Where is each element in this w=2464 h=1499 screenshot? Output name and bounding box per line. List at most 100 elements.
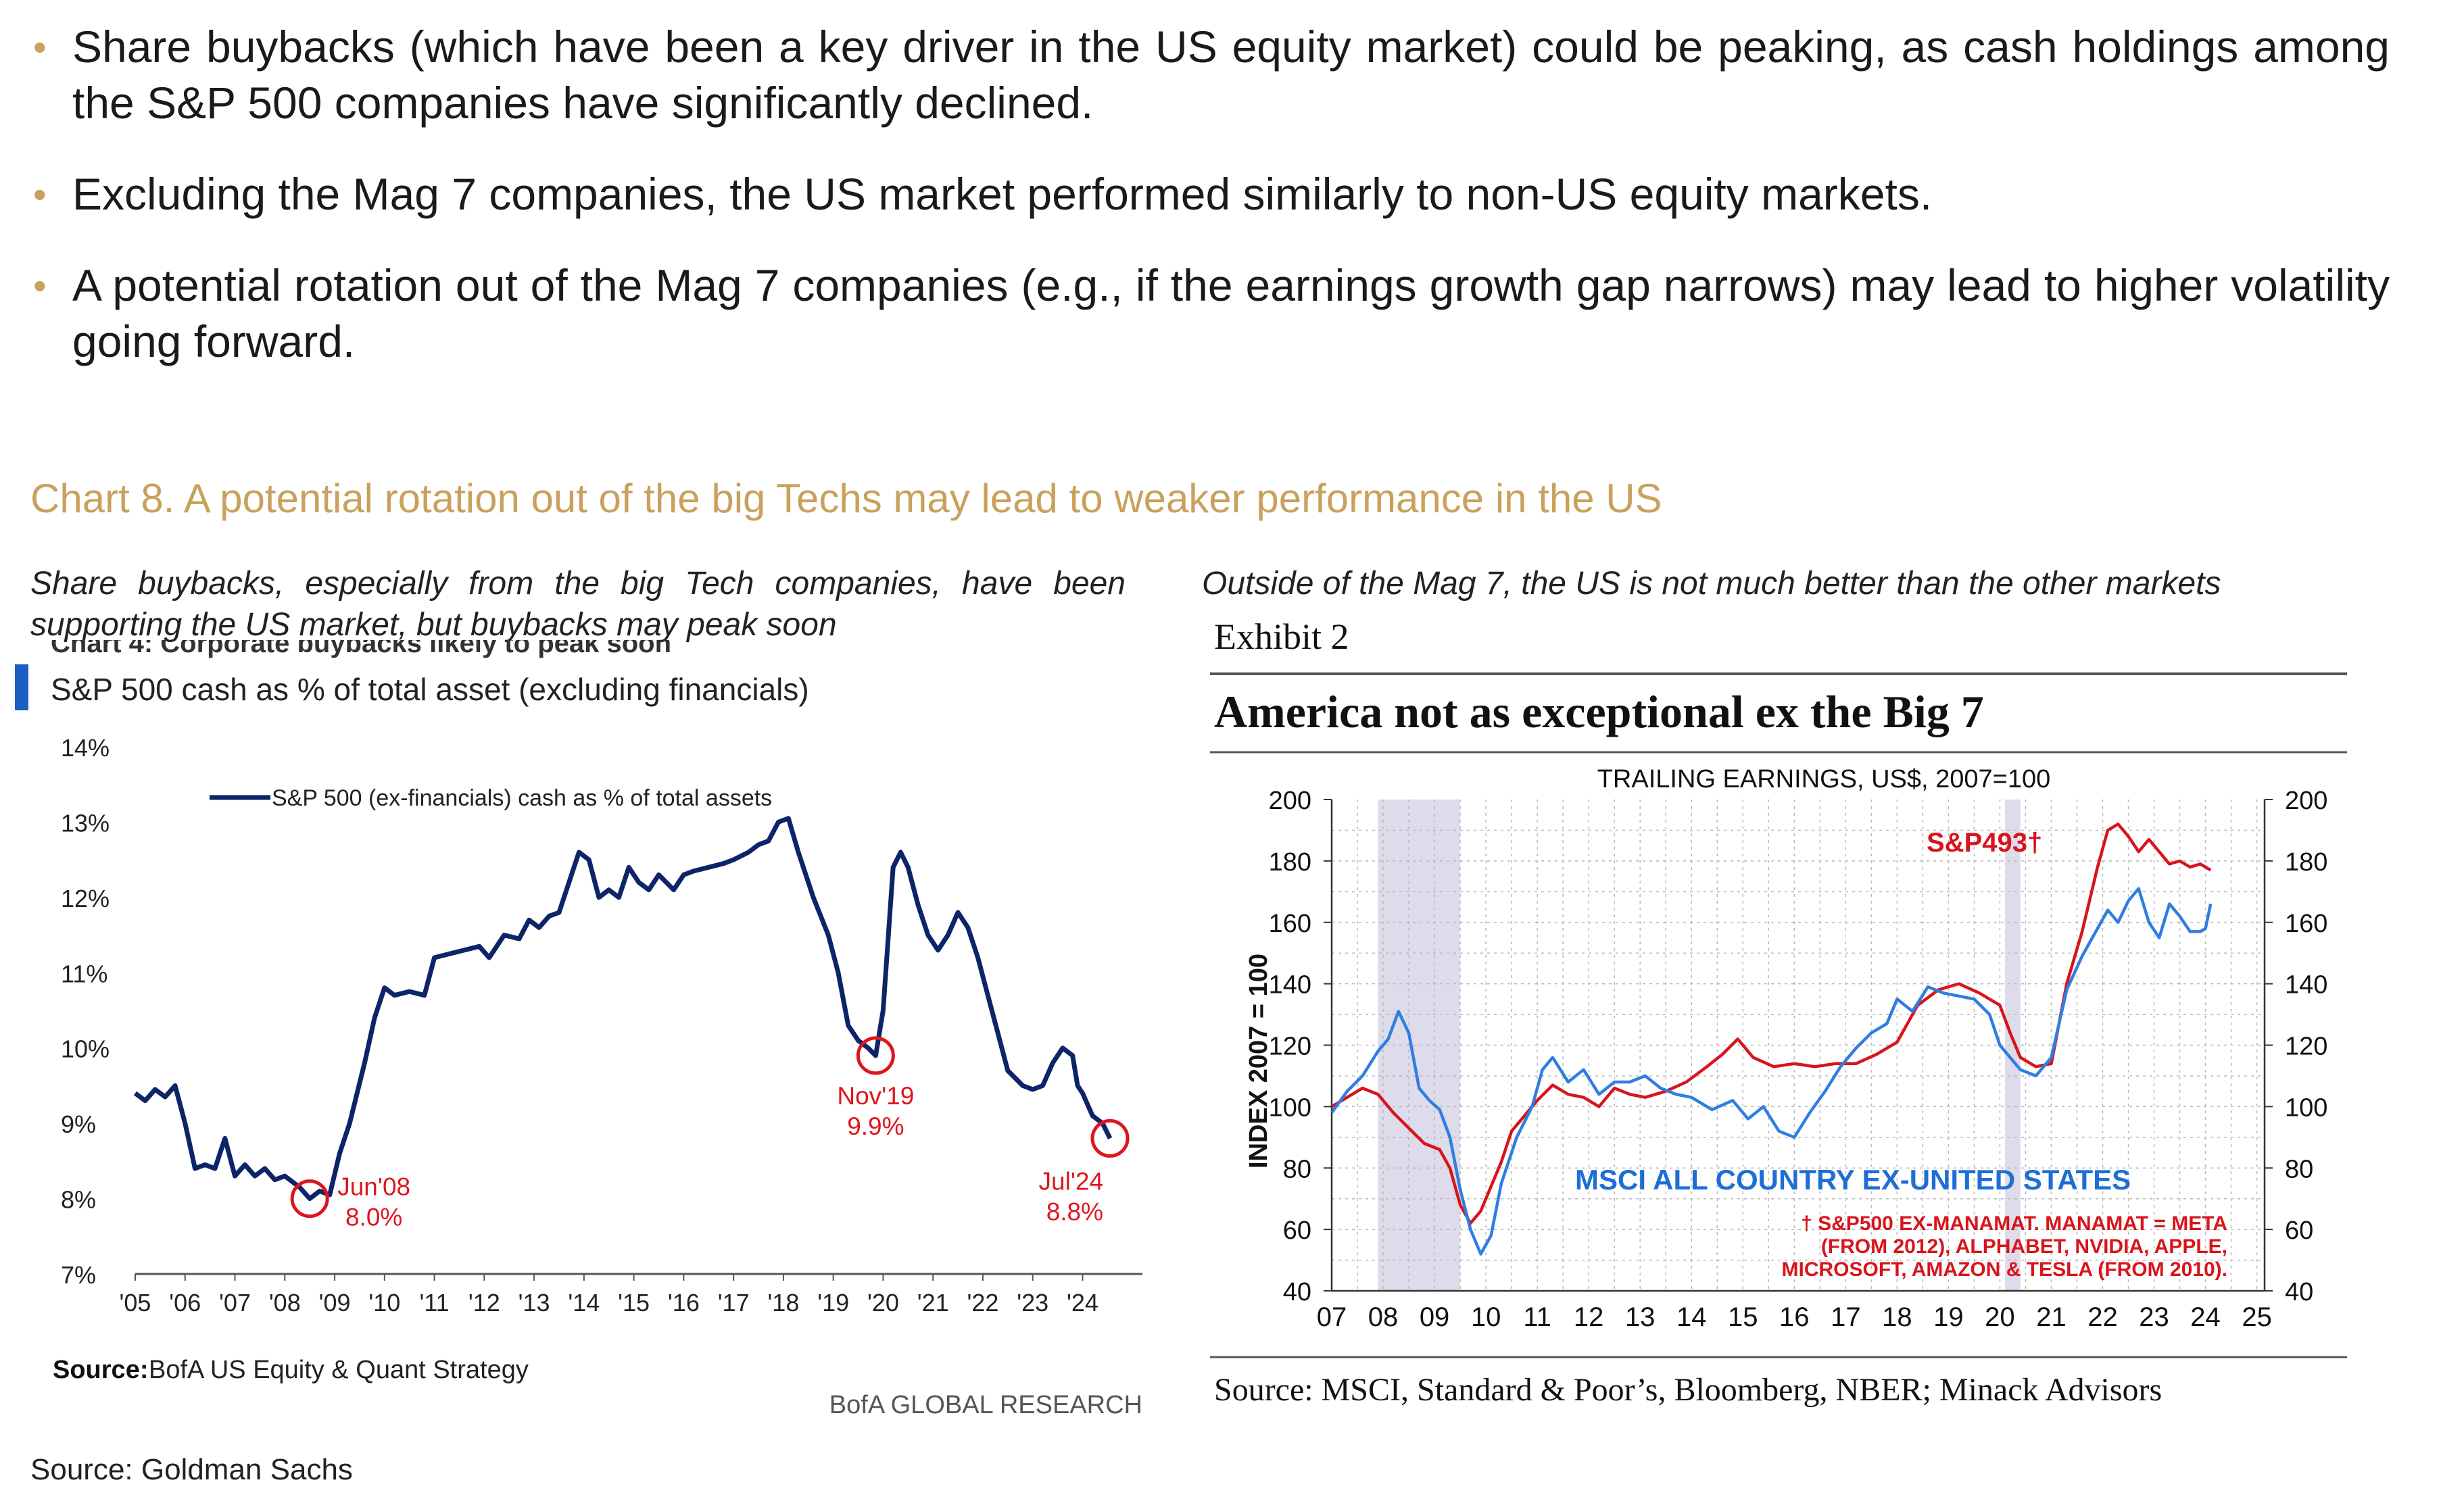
x-tick-label: 24 [2190, 1302, 2221, 1332]
x-tick-label: 11 [1523, 1302, 1551, 1332]
right-y-tick-label: 140 [2285, 971, 2327, 1000]
x-tick-label: '17 [718, 1289, 750, 1317]
bullet-text: Excluding the Mag 7 companies, the US ma… [72, 169, 1933, 219]
page-source: Source: Goldman Sachs [30, 1453, 353, 1486]
bullet-item: • Excluding the Mag 7 companies, the US … [30, 166, 2390, 222]
right-y-tick-label: 160 [2285, 910, 2327, 938]
bullet-item: • Share buybacks (which have been a key … [30, 19, 2390, 131]
annotation-label: 8.8% [1046, 1198, 1103, 1225]
annotation-label: Nov'19 [837, 1082, 914, 1110]
right-y-tick-label: 200 [2285, 787, 2327, 815]
annotation-label: Jun'08 [337, 1173, 410, 1201]
recession-band [1378, 800, 1461, 1291]
right-y-tick-label: 80 [2285, 1155, 2313, 1183]
x-tick-label: '16 [668, 1289, 700, 1317]
source-label: Source: [53, 1356, 148, 1384]
x-tick-label: 21 [2036, 1302, 2067, 1332]
bullet-text: A potential rotation out of the Mag 7 co… [72, 260, 2390, 366]
x-tick-label: 13 [1625, 1302, 1656, 1332]
x-tick-label: 19 [1933, 1302, 1964, 1332]
exhibit-label: Exhibit 2 [1214, 616, 1349, 657]
x-tick-label: '23 [1017, 1289, 1048, 1317]
x-tick-label: '20 [867, 1289, 899, 1317]
left-y-tick-label: 180 [1269, 848, 1311, 877]
x-tick-label: '11 [419, 1289, 449, 1317]
y-tick-label: 13% [61, 809, 110, 837]
x-tick-label: 22 [2087, 1302, 2118, 1332]
right-y-tick-label: 40 [2285, 1278, 2313, 1306]
left-y-tick-label: 120 [1269, 1033, 1311, 1061]
x-tick-label: 16 [1779, 1302, 1810, 1332]
annotation-label: Jul'24 [1039, 1167, 1104, 1195]
y-tick-label: 14% [61, 734, 110, 762]
annotation-label: 9.9% [847, 1112, 904, 1140]
left-y-tick-label: 40 [1283, 1278, 1311, 1306]
left-y-tick-label: 200 [1269, 787, 1311, 815]
left-y-tick-label: 140 [1269, 971, 1311, 1000]
footnote-line-1: † S&P500 EX-MANAMAT. MANAMAT = META [1801, 1212, 2227, 1235]
x-tick-label: '19 [817, 1289, 849, 1317]
bofa-cash-chart: Chart 4: Corporate buybacks likely to pe… [15, 632, 1142, 1419]
right-chart-caption: Outside of the Mag 7, the US is not much… [1202, 566, 2221, 601]
bullet-marker: • [33, 264, 47, 307]
left-y-tick-label: 80 [1283, 1155, 1311, 1183]
x-tick-label: 12 [1574, 1302, 1604, 1332]
left-y-tick-label: 160 [1269, 910, 1311, 938]
annotation-label: 8.0% [345, 1204, 402, 1231]
x-tick-label: 08 [1368, 1302, 1398, 1332]
label-sp493: S&P493† [1927, 828, 2042, 858]
x-tick-label: 23 [2139, 1302, 2169, 1332]
left-y-tick-label: 60 [1283, 1217, 1311, 1245]
source-text: BofA US Equity & Quant Strategy [149, 1356, 529, 1384]
right-y-tick-label: 120 [2285, 1033, 2327, 1061]
exhibit-title: America not as exceptional ex the Big 7 [1214, 686, 1984, 737]
x-tick-label: '08 [269, 1289, 301, 1317]
y-tick-label: 7% [61, 1261, 96, 1289]
x-tick-label: 07 [1317, 1302, 1347, 1332]
x-tick-label: '21 [917, 1289, 949, 1317]
legend-label: S&P 500 (ex-financials) cash as % of tot… [272, 785, 772, 811]
footnote-line-2: (FROM 2012), ALPHABET, NVIDIA, APPLE, [1821, 1235, 2227, 1258]
x-tick-label: '09 [319, 1289, 351, 1317]
title-accent-bar [15, 664, 28, 710]
left-chart-caption: Share buybacks, especially from the big … [30, 566, 1126, 643]
y-tick-label: 11% [61, 960, 107, 987]
footnote-line-3: MICROSOFT, AMAZON & TESLA (FROM 2010). [1782, 1258, 2227, 1281]
x-tick-label: '06 [169, 1289, 201, 1317]
y-axis-title: INDEX 2007 = 100 [1245, 954, 1273, 1169]
y-tick-label: 10% [61, 1035, 110, 1063]
cash-series-line [133, 816, 1113, 1202]
bullet-item: • A potential rotation out of the Mag 7 … [30, 257, 2390, 370]
x-tick-label: 18 [1882, 1302, 1912, 1332]
left-y-tick-label: 100 [1269, 1093, 1311, 1122]
x-tick-label: 15 [1728, 1302, 1758, 1332]
x-tick-label: 17 [1831, 1302, 1861, 1332]
bullet-list: • Share buybacks (which have been a key … [30, 19, 2390, 370]
y-tick-label: 9% [61, 1110, 96, 1138]
right-y-tick-label: 180 [2285, 848, 2327, 877]
y-tick-label: 8% [61, 1186, 96, 1214]
bofa-brand: BofA GLOBAL RESEARCH [829, 1391, 1142, 1419]
x-tick-label: '13 [518, 1289, 550, 1317]
chart-section-title: Chart 8. A potential rotation out of the… [30, 476, 1662, 521]
annotation-circle [856, 1036, 895, 1075]
x-tick-label: 14 [1676, 1302, 1707, 1332]
bullet-marker: • [33, 26, 47, 68]
x-tick-label: '18 [767, 1289, 799, 1317]
bofa-chart-title: S&P 500 cash as % of total asset (exclud… [51, 672, 809, 707]
annotation-circle [1090, 1119, 1130, 1158]
bullet-marker: • [33, 173, 47, 216]
cut-off-chart-heading: Chart 4: Corporate buybacks likely to pe… [51, 632, 671, 658]
annotation-circle [290, 1179, 329, 1219]
x-tick-label: 09 [1420, 1302, 1450, 1332]
x-tick-label: '22 [967, 1289, 998, 1317]
y-tick-label: 12% [61, 885, 110, 912]
exhibit-subtitle: TRAILING EARNINGS, US$, 2007=100 [1597, 765, 2051, 793]
x-tick-label: 10 [1471, 1302, 1501, 1332]
bullet-text: Share buybacks (which have been a key dr… [72, 22, 2390, 128]
x-tick-label: '24 [1067, 1289, 1098, 1317]
x-tick-label: '12 [468, 1289, 500, 1317]
x-tick-label: '15 [618, 1289, 650, 1317]
x-tick-label: '10 [368, 1289, 400, 1317]
x-tick-label: '07 [219, 1289, 251, 1317]
